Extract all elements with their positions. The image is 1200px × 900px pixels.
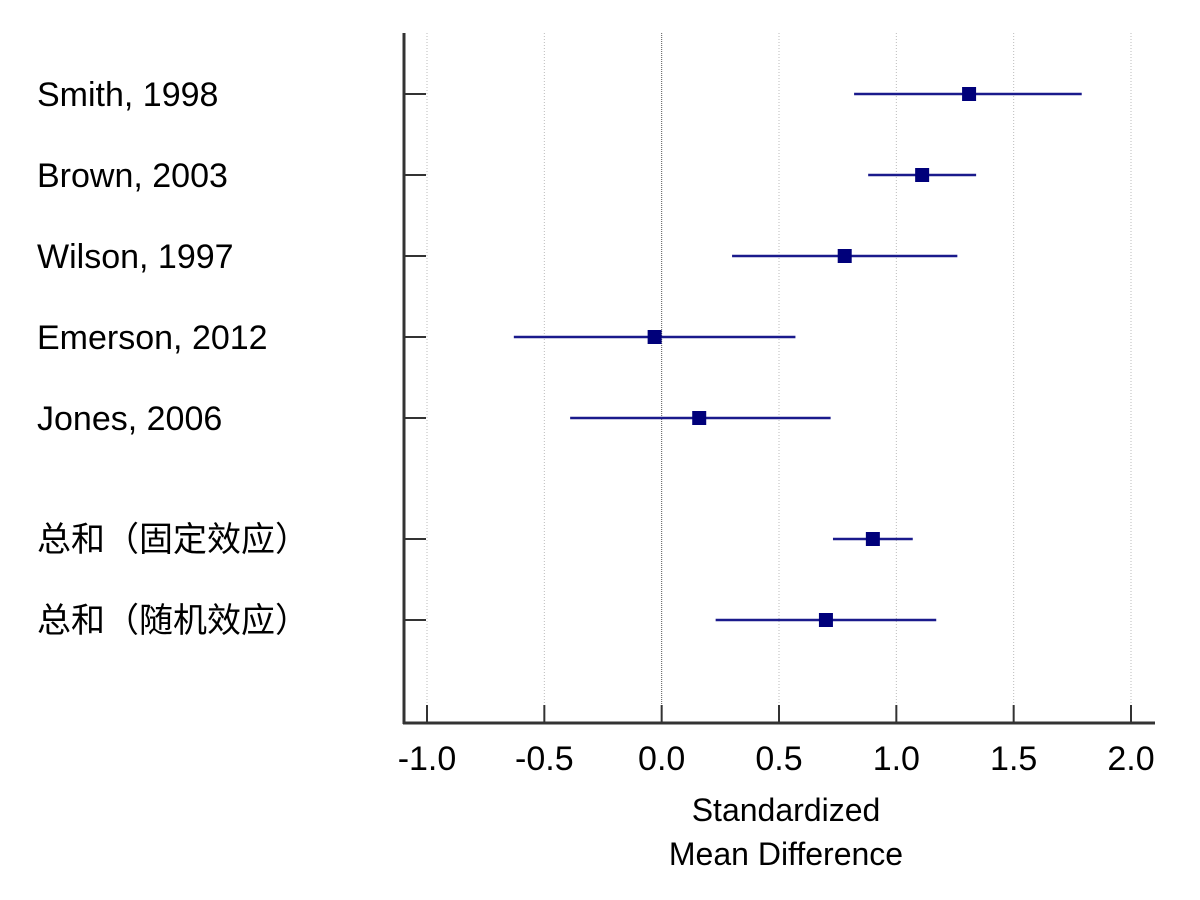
row-label: 总和（固定效应） [37,521,309,559]
x-tick-label: 1.0 [873,740,920,778]
x-tick-labels: -1.0 -0.5 0.0 0.5 1.0 1.5 2.0 [398,740,1155,778]
study-row: Jones, 2006 [37,400,831,438]
x-axis-title-line-1: Standardized [692,792,881,828]
study-row: Wilson, 1997 [37,238,958,276]
estimate-marker [962,87,977,101]
x-tick-label: 2.0 [1107,740,1154,778]
x-tick-label: -0.5 [515,740,574,778]
x-tick-label: 1.5 [990,740,1037,778]
estimate-marker [647,330,662,344]
row-label: Jones, 2006 [37,400,222,438]
x-axis-title: Standardized Mean Difference [669,792,903,872]
x-tick-label: -1.0 [398,740,457,778]
estimate-marker [837,249,852,263]
row-label: Wilson, 1997 [37,238,234,276]
study-row: Emerson, 2012 [37,319,796,357]
study-rows: Smith, 1998 Brown, 2003 Wilson, 1997 Emerso… [37,76,1082,640]
estimate-marker [865,532,880,546]
estimate-marker [915,168,930,182]
x-tick-label: 0.0 [638,740,685,778]
row-label: Brown, 2003 [37,157,228,195]
row-label: Emerson, 2012 [37,319,268,357]
estimate-marker [818,613,833,627]
study-row: Brown, 2003 [37,157,977,195]
estimate-marker [692,411,707,425]
axes [402,33,1155,725]
x-tick-label: 0.5 [755,740,802,778]
pooled-row: 总和（固定效应） [37,521,913,559]
study-row: Smith, 1998 [37,76,1082,114]
x-axis-title-line-2: Mean Difference [669,836,903,872]
grid-lines [426,33,1132,723]
row-label: 总和（随机效应） [37,602,309,640]
pooled-row: 总和（随机效应） [37,602,937,640]
row-label: Smith, 1998 [37,76,218,114]
